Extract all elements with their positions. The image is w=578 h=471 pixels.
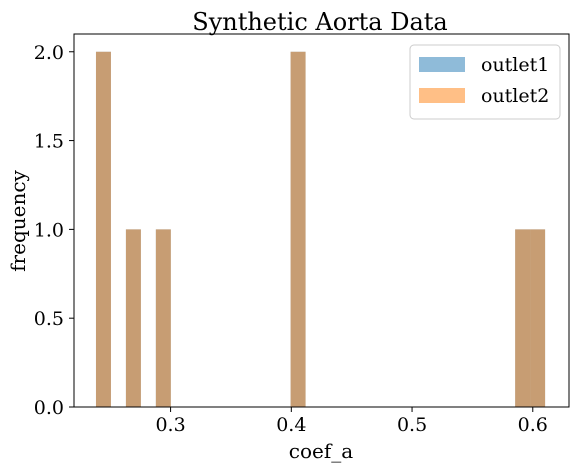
legend-label-outlet2: outlet2 xyxy=(481,85,549,107)
legend-swatch-outlet2 xyxy=(419,88,465,103)
legend: outlet1 outlet2 xyxy=(409,44,561,120)
x-ticks-group: 0.3 0.4 0.5 0.6 xyxy=(155,407,548,436)
y-tick-label: 0.5 xyxy=(34,308,64,330)
x-tick-label: 0.6 xyxy=(518,414,548,436)
plot-frame xyxy=(73,33,570,408)
x-axis-label: coef_a xyxy=(289,439,353,463)
chart-title: Synthetic Aorta Data xyxy=(192,8,448,36)
bar-outlet2-5 xyxy=(515,229,531,407)
bar-outlet2-1 xyxy=(125,229,141,407)
bar-outlet2-6 xyxy=(530,229,546,407)
legend-label-outlet1: outlet1 xyxy=(481,54,549,76)
x-tick-label: 0.3 xyxy=(155,414,185,436)
bar-outlet2-4 xyxy=(290,51,306,408)
y-tick-label: 2.0 xyxy=(34,42,64,64)
legend-swatch-outlet1 xyxy=(419,57,465,72)
bar-outlet2-0 xyxy=(95,51,111,408)
x-tick-label: 0.4 xyxy=(276,414,306,436)
y-tick-label: 1.0 xyxy=(34,219,64,241)
y-axis-label: frequency xyxy=(6,169,30,271)
y-tick-label: 1.5 xyxy=(34,131,64,153)
bar-outlet2-3 xyxy=(155,229,171,407)
x-tick-label: 0.5 xyxy=(397,414,427,436)
bars-group xyxy=(95,51,546,408)
y-tick-label: 0.0 xyxy=(34,397,64,419)
y-ticks-group: 0.0 0.5 1.0 1.5 2.0 xyxy=(34,42,74,419)
